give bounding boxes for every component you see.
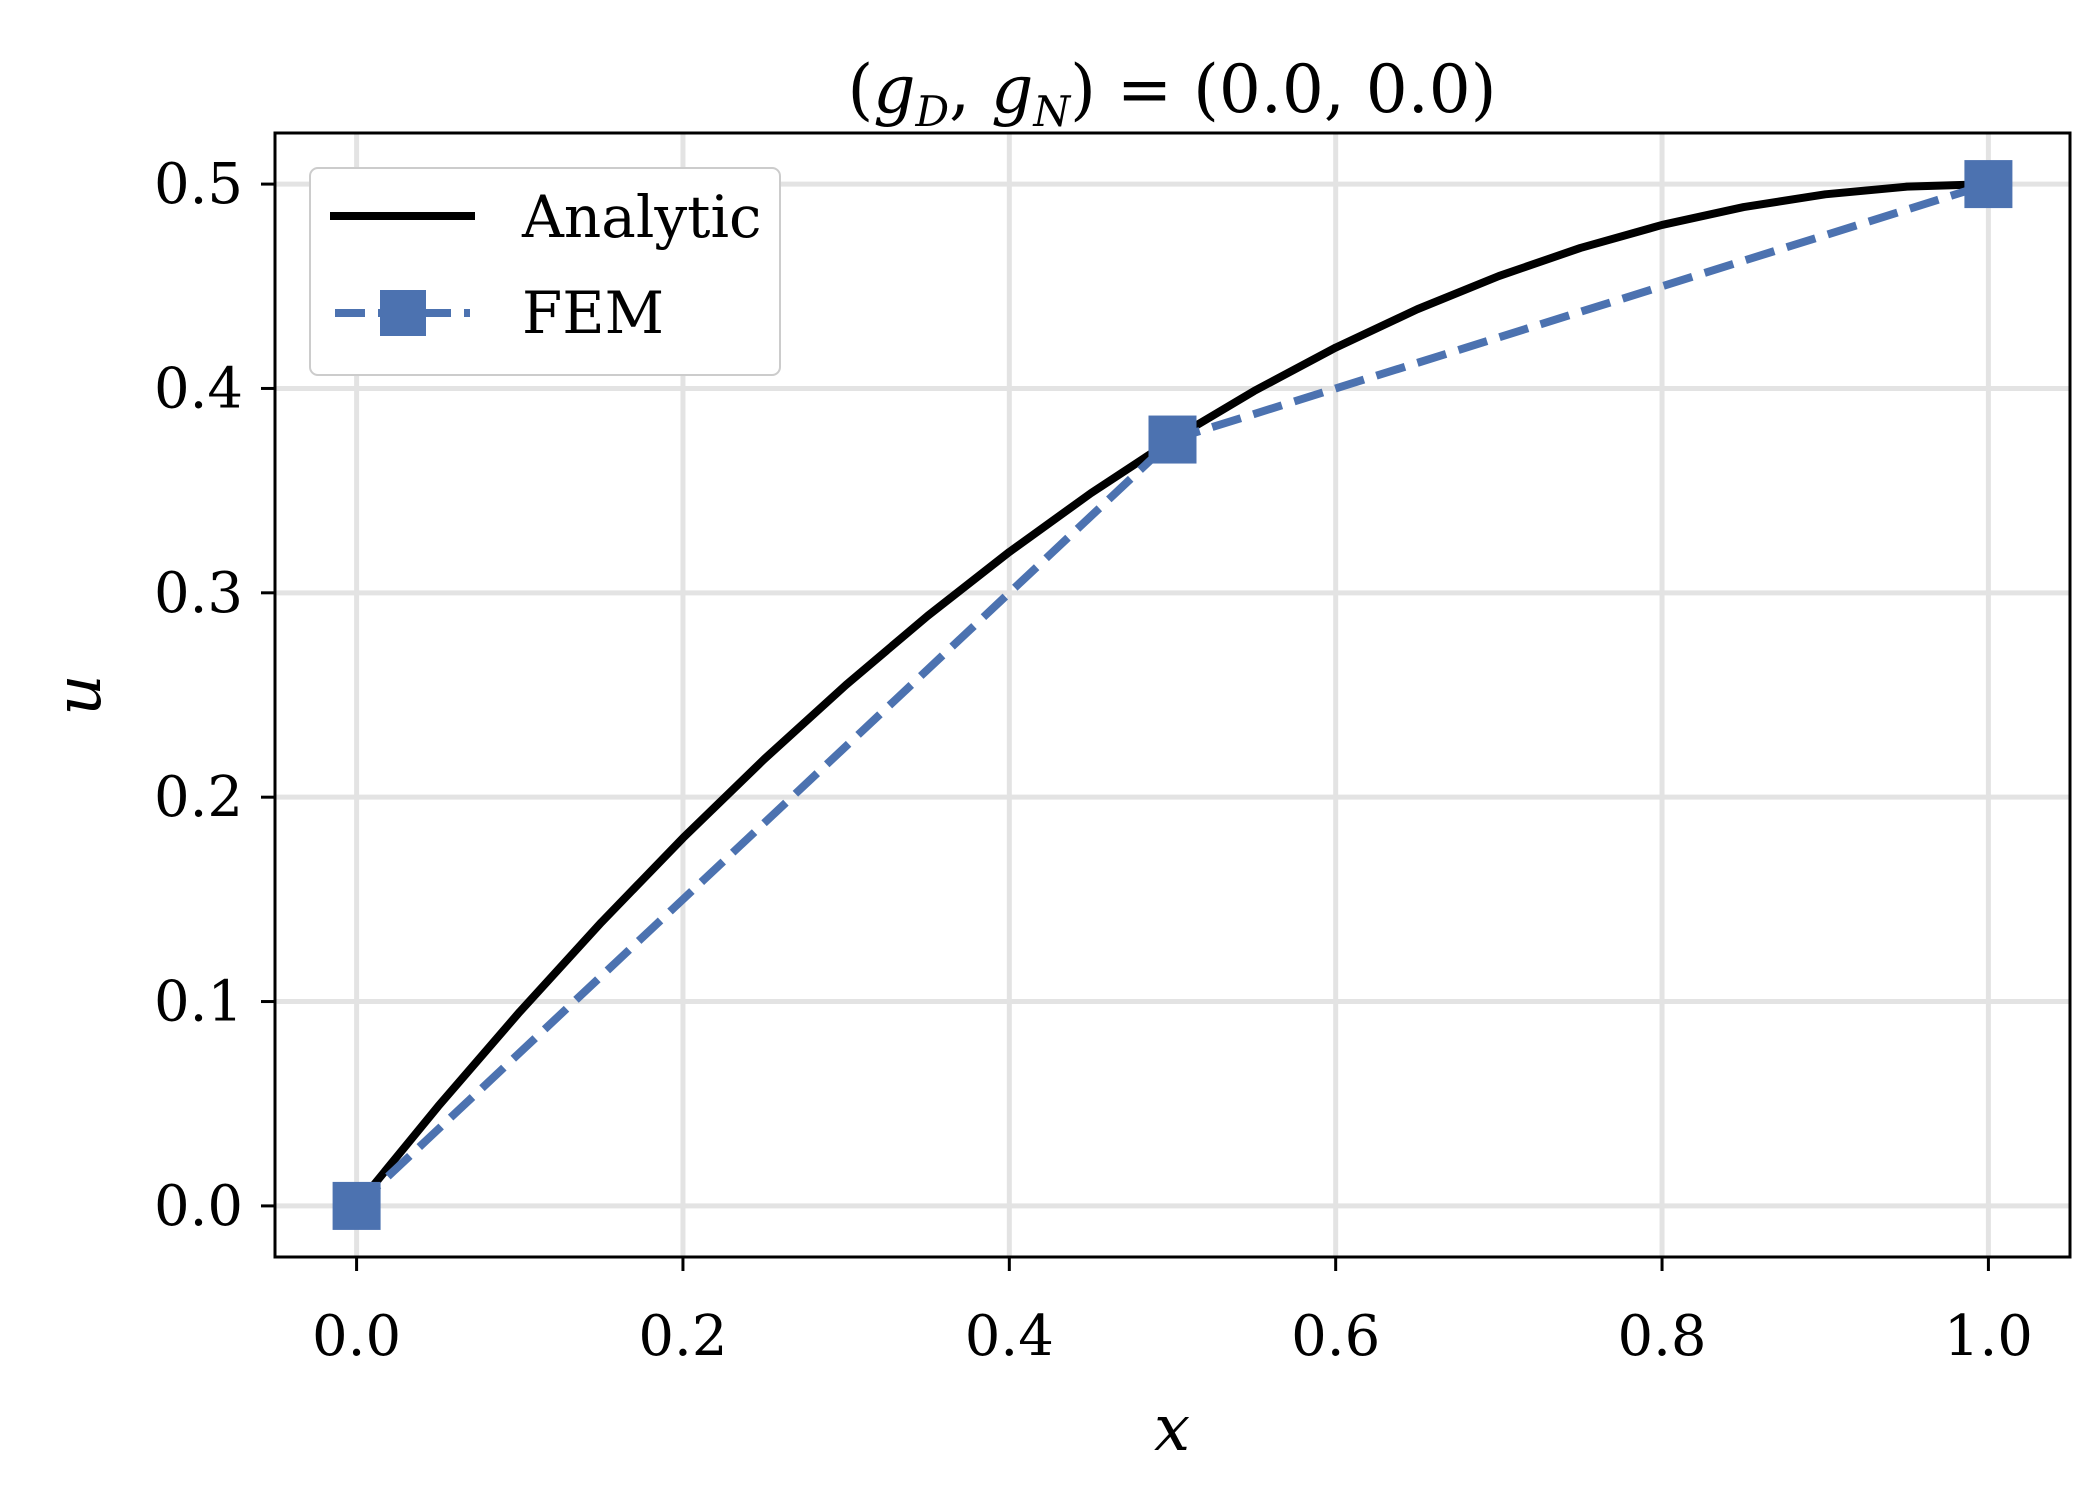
x-tick-label: 0.8 — [1618, 1304, 1707, 1369]
y-tick-label: 0.4 — [154, 356, 243, 421]
legend-fem-marker — [380, 290, 426, 336]
title-values: (0.0, 0.0) — [1193, 51, 1496, 128]
title-open-paren: ( — [847, 51, 873, 128]
series-fem-marker — [1148, 415, 1197, 464]
x-tick-label: 0.0 — [312, 1304, 401, 1369]
y-tick-label: 0.0 — [154, 1174, 243, 1239]
title-close-paren: ) — [1070, 51, 1096, 128]
ticks: 0.0 0.2 0.4 0.6 0.8 1.0 0.0 0.1 0.2 0.3 0.4 0.5 — [154, 152, 2033, 1369]
title-g-n: g — [991, 51, 1033, 128]
series-fem-marker — [332, 1181, 381, 1230]
x-tick-label: 1.0 — [1944, 1304, 2033, 1369]
legend-fem-label: FEM — [522, 279, 664, 347]
grid — [275, 133, 2070, 1257]
x-tick-label: 0.2 — [638, 1304, 727, 1369]
plot-frame — [273, 131, 2072, 1259]
title-comma: , — [949, 51, 991, 128]
y-tick-label: 0.1 — [154, 970, 243, 1035]
legend: Analytic FEM — [309, 167, 781, 376]
title-g-d: g — [873, 51, 915, 128]
series-fem-marker — [1964, 160, 2013, 209]
x-axis-label: x — [1154, 1392, 1190, 1466]
y-tick-label: 0.5 — [154, 152, 243, 217]
legend-analytic-label: Analytic — [521, 183, 761, 251]
x-tick-label: 0.6 — [1291, 1304, 1380, 1369]
chart-title: (gD, gN) = (0.0, 0.0) — [847, 51, 1496, 136]
y-axis-label: u — [42, 674, 116, 715]
x-tick-label: 0.4 — [965, 1304, 1054, 1369]
title-sub-d: D — [914, 87, 949, 136]
y-tick-label: 0.2 — [154, 765, 243, 830]
title-sub-n: N — [1032, 87, 1071, 136]
y-tick-label: 0.3 — [154, 561, 243, 626]
title-equals: = — [1096, 51, 1193, 128]
series-layer — [332, 160, 2013, 1230]
